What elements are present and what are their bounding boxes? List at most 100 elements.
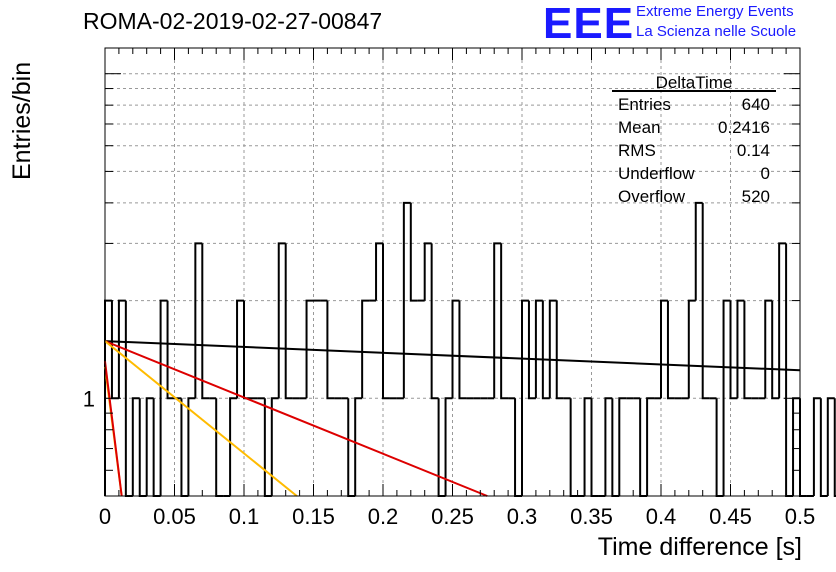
histogram-bin <box>284 243 293 400</box>
x-axis-ticks: 0 0.05 0.1 0.15 0.2 0.25 0.3 0.35 0.4 0.45 0.5 <box>99 48 815 529</box>
histogram-bin <box>152 398 161 497</box>
histogram-bin <box>833 398 836 497</box>
stats-value: 0.14 <box>737 141 770 160</box>
histogram-bin <box>527 300 536 400</box>
fit-line-black <box>104 340 801 372</box>
x-tick-label: 0.4 <box>646 504 677 529</box>
x-tick-label: 0.25 <box>431 504 474 529</box>
histogram-bin <box>361 299 370 399</box>
histogram-bin <box>521 299 529 496</box>
x-axis-label: Time difference [s] <box>597 533 802 561</box>
histogram-bin <box>423 242 432 301</box>
histogram-bin <box>166 300 175 400</box>
histogram-bin <box>548 299 557 399</box>
histogram-bin <box>541 300 550 400</box>
histogram-bin <box>812 397 821 496</box>
stats-label: Entries <box>618 95 671 114</box>
histogram-bin <box>451 299 460 399</box>
histogram-bin <box>215 398 224 497</box>
histogram-bin <box>263 398 272 497</box>
histogram-bin <box>618 397 627 496</box>
histogram-bin <box>611 398 620 497</box>
histogram-bin <box>590 398 599 497</box>
histogram-bin <box>430 243 439 400</box>
histogram-bin <box>639 398 648 497</box>
stats-value: 0.2416 <box>718 118 770 137</box>
histogram-bin <box>694 201 703 301</box>
histogram-bin <box>729 300 738 400</box>
histogram-bin <box>660 299 668 399</box>
x-tick-label: 0 <box>99 504 111 529</box>
histogram-bin <box>402 201 411 399</box>
histogram-bin <box>778 242 787 399</box>
histogram-bin <box>131 397 140 496</box>
histogram-bin <box>354 397 363 496</box>
x-tick-label: 0.3 <box>507 504 538 529</box>
histogram-bin <box>819 398 828 497</box>
histogram-bin <box>347 398 356 497</box>
histogram-bin <box>409 202 418 302</box>
histogram-bin <box>722 299 731 496</box>
histogram-bin <box>715 398 724 497</box>
histogram-bin <box>583 397 592 496</box>
histogram-bin <box>493 242 502 399</box>
stats-value: 0 <box>761 164 770 183</box>
histogram-bin <box>514 398 522 497</box>
histogram-bin <box>458 300 467 400</box>
histogram-bin <box>180 398 189 497</box>
histogram-bin <box>799 398 807 497</box>
histogram-bin <box>145 397 154 496</box>
org-subtitle: La Scienza nelle Scuole <box>636 23 797 40</box>
fit-line-yellow <box>104 340 298 497</box>
x-tick-label: 0.35 <box>570 504 613 529</box>
histogram-bin <box>771 300 780 400</box>
histogram-bin <box>826 397 835 496</box>
histogram-bin <box>277 242 286 399</box>
histogram-bin <box>117 299 126 399</box>
grid <box>105 48 800 496</box>
fit-line-red <box>104 361 123 497</box>
histogram-bin <box>382 243 390 400</box>
histogram-bin <box>444 397 453 496</box>
histogram-bin <box>187 397 196 496</box>
x-tick-label: 0.2 <box>368 504 399 529</box>
histogram-bin <box>305 299 314 399</box>
histogram-bin <box>569 398 578 497</box>
histogram-bin <box>194 242 203 399</box>
chart-title: ROMA-02-2019-02-27-00847 <box>83 8 383 34</box>
stats-box: DeltaTime Entries 640 Mean 0.2416 RMS 0.14 Unde… <box>612 73 776 206</box>
stats-label: RMS <box>618 141 656 160</box>
y-axis-label: Entries/bin <box>8 61 36 180</box>
histogram-bin <box>270 397 279 496</box>
stats-value: 640 <box>742 95 770 114</box>
stats-label: Overflow <box>618 187 686 206</box>
histogram-bin <box>375 242 383 301</box>
histogram-bin <box>159 299 168 496</box>
stats-label: Mean <box>618 118 661 137</box>
histogram-bin <box>736 299 745 399</box>
org-name: Extreme Energy Events <box>636 3 794 20</box>
histogram-bin <box>138 398 147 497</box>
histogram-bin <box>201 243 210 400</box>
stats-title: DeltaTime <box>656 73 733 92</box>
stats-value: 520 <box>742 187 770 206</box>
stats-label: Underflow <box>618 164 695 183</box>
histogram-bin <box>701 202 710 400</box>
histogram-bin <box>229 397 238 496</box>
histogram-bin <box>646 397 655 496</box>
x-tick-label: 0.05 <box>153 504 196 529</box>
x-tick-label: 0.1 <box>229 504 260 529</box>
y-axis-ticks: 1 <box>83 73 800 497</box>
eee-logo: EEE <box>543 0 635 48</box>
histogram-bin <box>326 300 335 400</box>
histogram-bin <box>236 299 244 399</box>
y-tick-label: 1 <box>83 386 95 411</box>
histogram-bin <box>604 397 613 496</box>
histogram-bin <box>500 243 509 400</box>
x-tick-label: 0.15 <box>292 504 335 529</box>
histogram-bin <box>437 398 446 497</box>
fit-line-red <box>104 340 488 497</box>
histogram-bin <box>555 300 564 400</box>
histogram-bin <box>534 299 543 399</box>
